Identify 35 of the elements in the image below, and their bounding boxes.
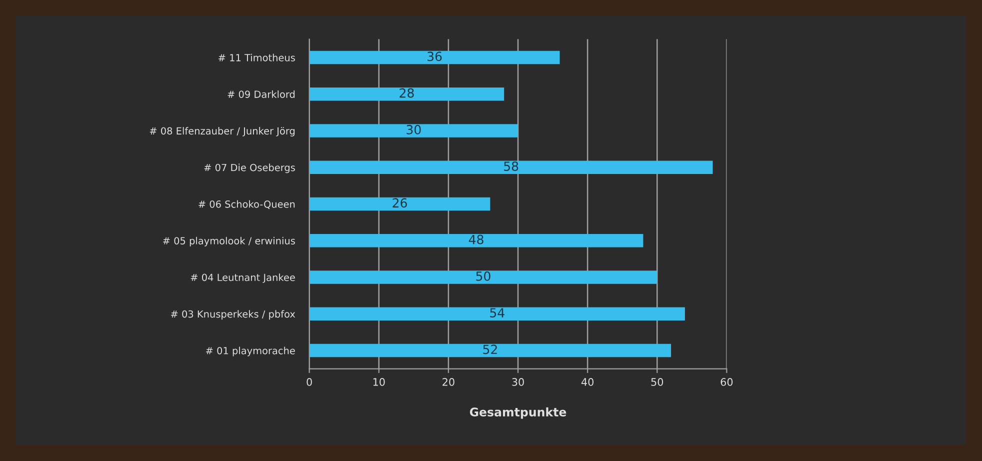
bar [309,197,490,211]
bar [309,88,504,101]
y-tick-label: # 08 Elfenzauber / Junker Jörg [150,127,295,136]
x-tick-label: 30 [512,378,524,386]
data-label: 26 [392,198,407,208]
x-tick-label: 40 [581,378,594,386]
bar [309,234,644,248]
x-tick-label: 0 [306,378,312,386]
x-axis-title: Gesamtpunkte [470,407,566,419]
y-tick-label: # 04 Leutnant Jankee [190,274,295,283]
data-label: 58 [504,162,518,171]
data-label: 48 [468,234,484,244]
bar [309,124,518,138]
bar [309,270,658,284]
bar [309,160,713,174]
data-label: 54 [490,308,504,318]
y-tick-label: # 09 Darklord [228,90,295,98]
y-tick-label: # 03 Knusperkeks / pbfox [171,310,296,320]
x-tick-label: 20 [442,378,454,386]
data-label: 52 [483,344,497,354]
y-tick-label: # 07 Die Osebergs [204,164,295,174]
y-tick-label: # 01 playmorache [206,346,295,356]
bar [309,50,560,64]
data-label: 50 [476,271,490,281]
data-label: 28 [400,88,414,98]
x-tick-label: 60 [720,378,733,386]
x-tick-label: 50 [651,378,664,386]
y-tick-label: # 06 Schoko-Queen [198,200,295,209]
x-tick-label: 10 [373,378,385,386]
bar [309,344,672,358]
bar [309,307,685,320]
data-label: 36 [428,52,442,62]
y-tick-label: # 11 Timotheus [218,54,295,62]
data-label: 30 [406,124,421,134]
y-tick-label: # 05 playmolook / erwinius [163,236,295,246]
